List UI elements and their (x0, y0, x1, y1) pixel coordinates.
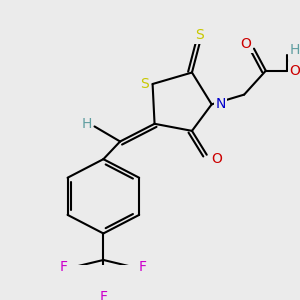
Text: S: S (140, 77, 149, 91)
Text: O: O (211, 152, 222, 166)
Text: N: N (215, 97, 226, 111)
Text: H: H (289, 44, 299, 57)
Text: F: F (139, 260, 147, 274)
Text: O: O (241, 37, 252, 51)
Text: H: H (81, 117, 92, 131)
Text: S: S (196, 28, 204, 42)
Text: O: O (289, 64, 300, 78)
Text: F: F (60, 260, 68, 274)
Text: F: F (99, 290, 107, 300)
